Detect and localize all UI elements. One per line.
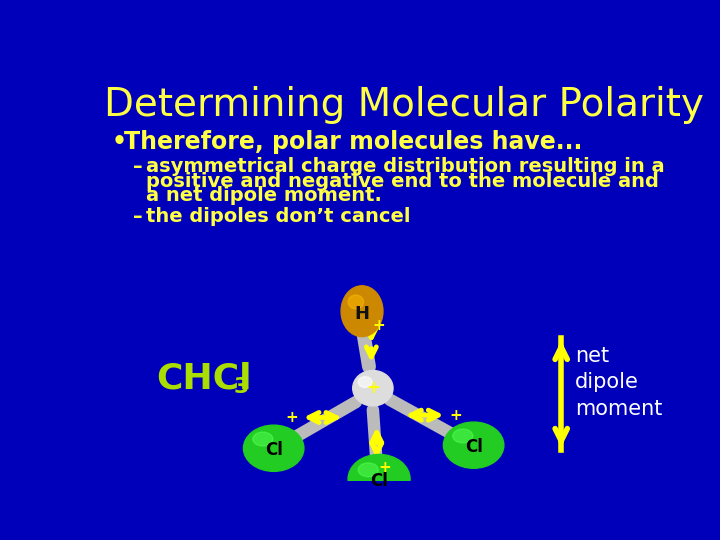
Text: +: + (366, 379, 380, 397)
Text: net
dipole
moment: net dipole moment (575, 346, 662, 418)
Ellipse shape (444, 422, 504, 468)
Text: +: + (449, 408, 462, 423)
Text: the dipoles don’t cancel: the dipoles don’t cancel (145, 207, 410, 226)
Text: +: + (378, 460, 391, 475)
Text: •: • (112, 130, 127, 154)
Text: –: – (132, 157, 143, 176)
Ellipse shape (348, 295, 364, 309)
Ellipse shape (253, 432, 273, 446)
Text: H: H (354, 305, 369, 323)
Text: Cl: Cl (265, 441, 283, 459)
Text: Determining Molecular Polarity: Determining Molecular Polarity (104, 86, 704, 124)
Text: +: + (285, 410, 298, 425)
Text: CHCl: CHCl (156, 362, 251, 396)
Text: Cl: Cl (370, 471, 388, 490)
Text: +: + (373, 318, 385, 333)
Text: 3: 3 (233, 377, 248, 397)
Text: a net dipole moment.: a net dipole moment. (145, 186, 382, 205)
Ellipse shape (358, 463, 378, 477)
Ellipse shape (358, 377, 372, 387)
Text: Cl: Cl (464, 438, 482, 456)
Ellipse shape (348, 455, 410, 504)
Text: –: – (132, 207, 143, 226)
Ellipse shape (341, 286, 383, 336)
Text: asymmetrical charge distribution resulting in a: asymmetrical charge distribution resulti… (145, 157, 665, 176)
Text: Therefore, polar molecules have...: Therefore, polar molecules have... (124, 130, 582, 154)
Ellipse shape (243, 425, 304, 471)
Ellipse shape (453, 429, 473, 443)
Text: positive and negative end to the molecule and: positive and negative end to the molecul… (145, 172, 659, 191)
Ellipse shape (353, 370, 393, 406)
